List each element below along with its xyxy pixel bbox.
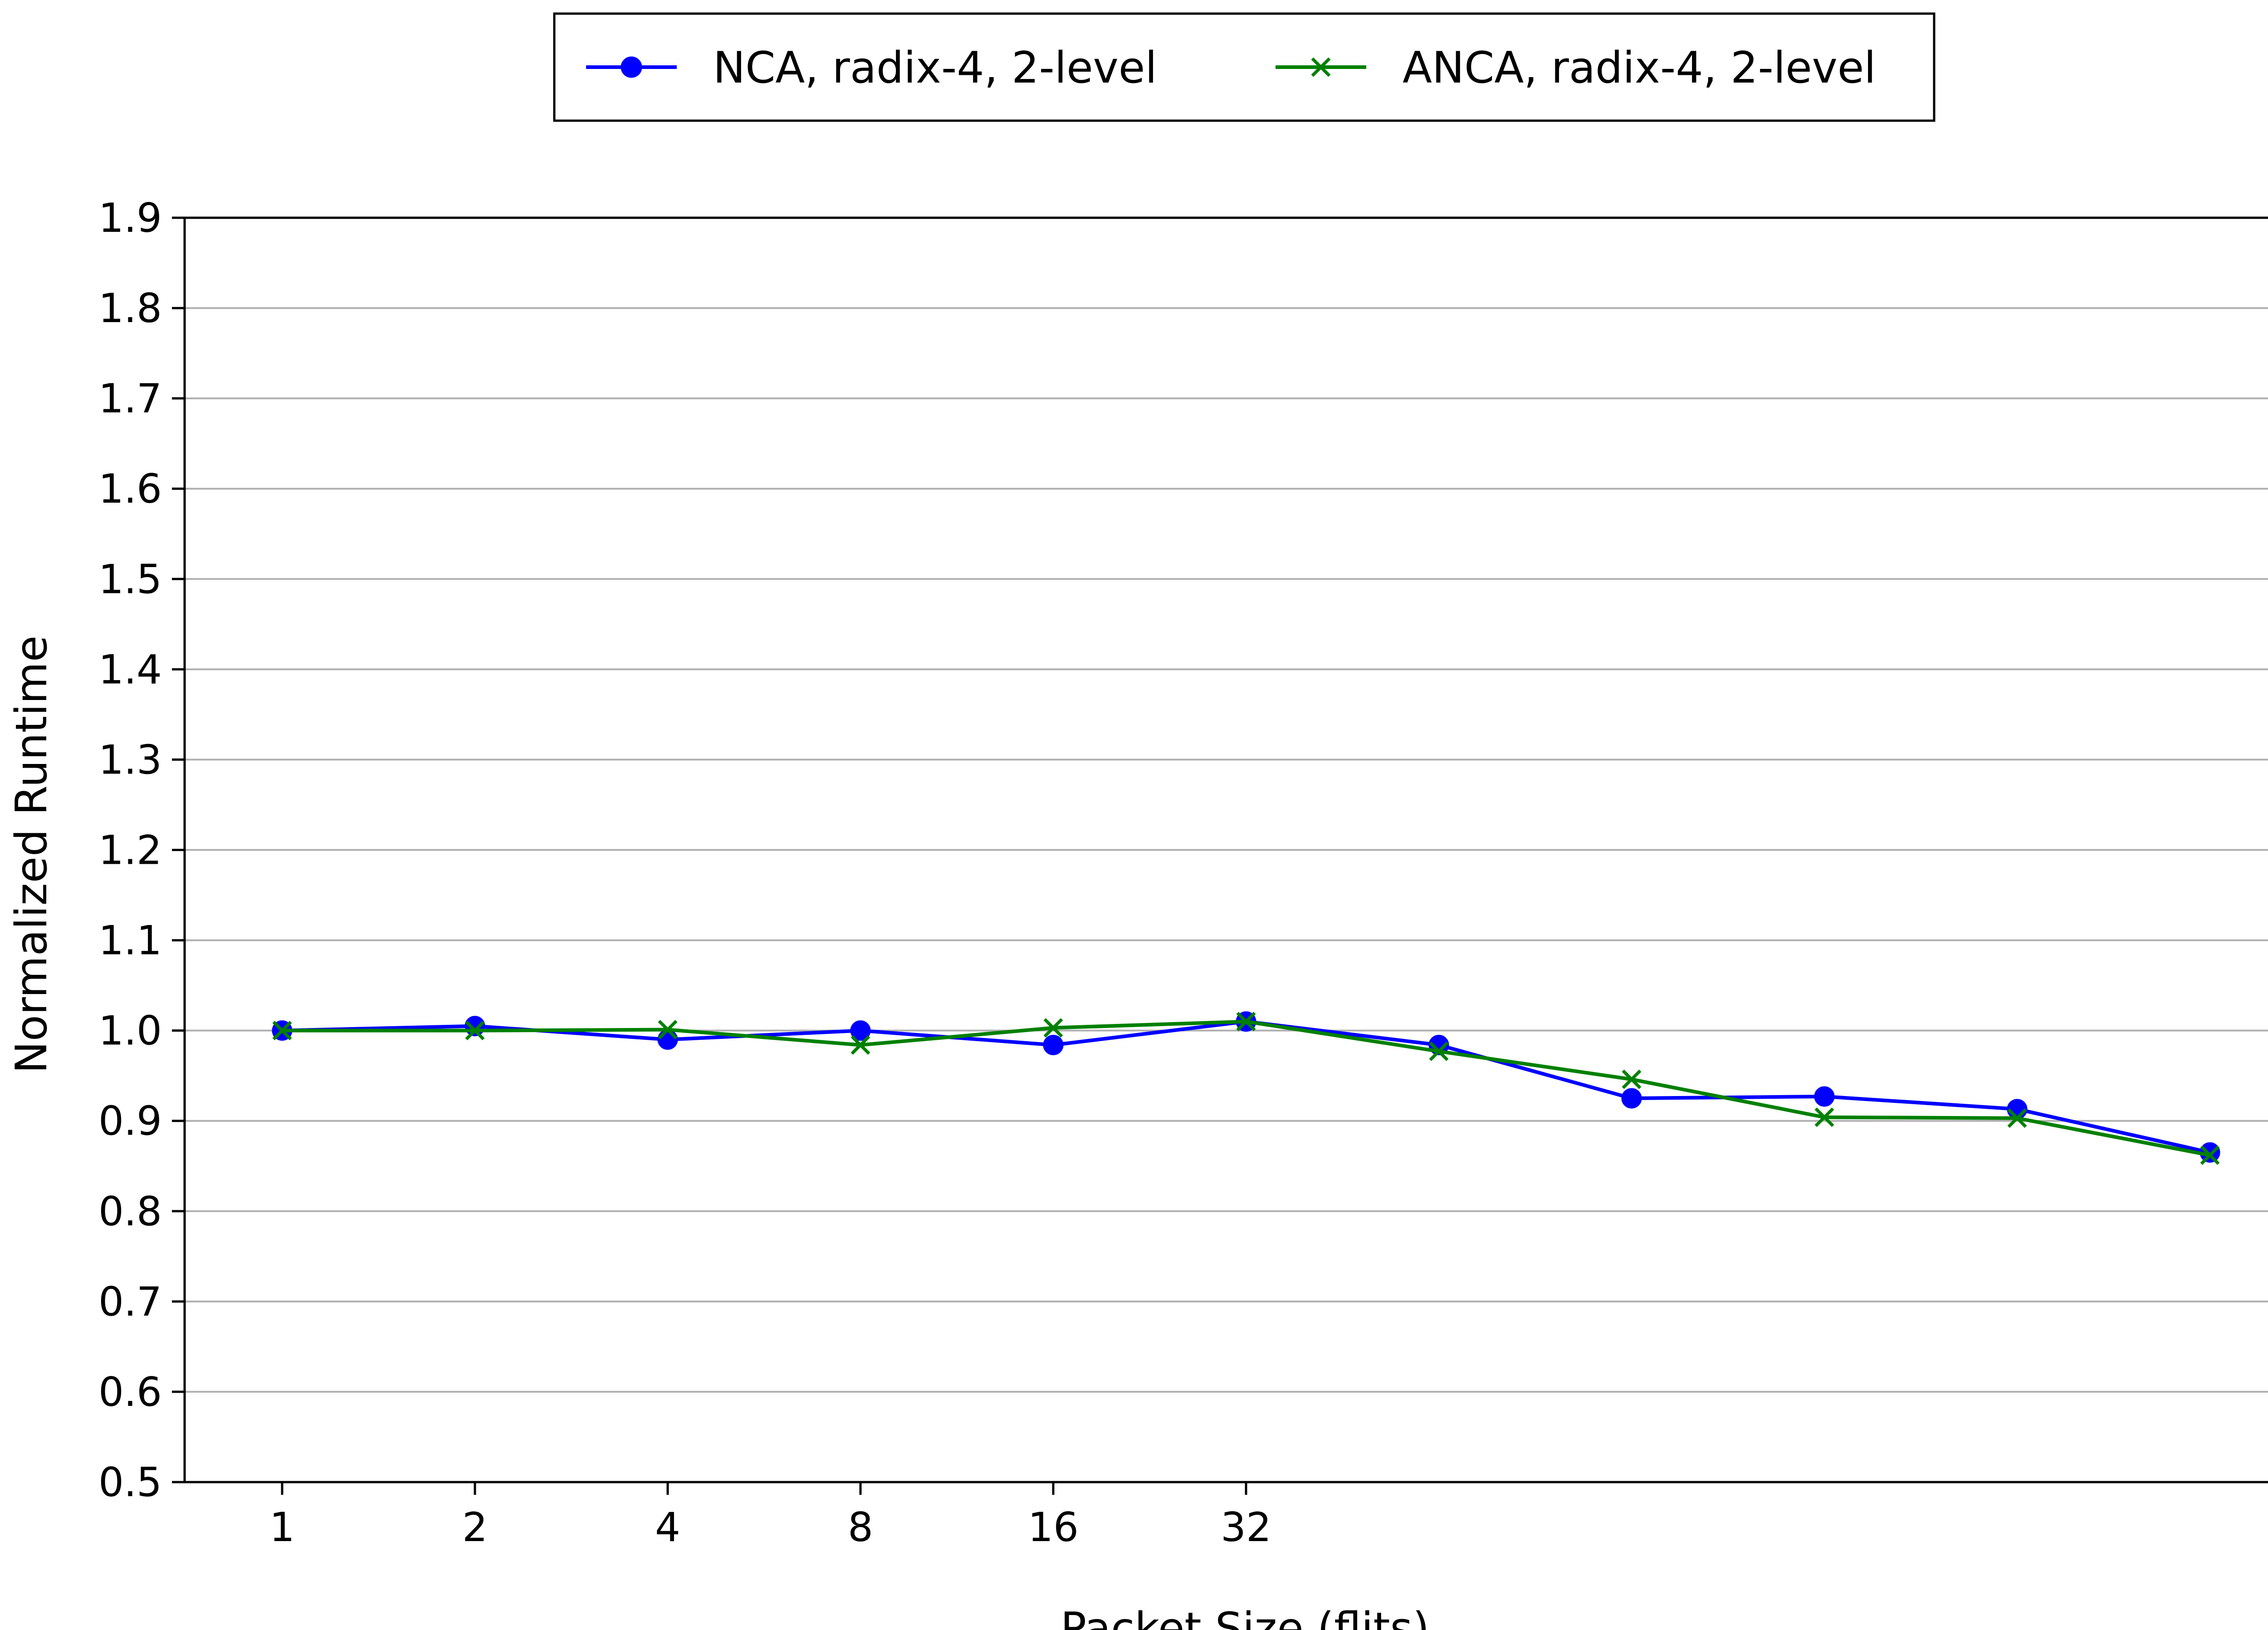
series-line [282, 1019, 2210, 1157]
legend-item-1: NCA, radix-4, 2-level [586, 43, 1157, 93]
x-tick-label: 4 [655, 1504, 680, 1551]
y-tick-label: 0.7 [98, 1278, 162, 1325]
y-tick-label: 1.6 [98, 465, 162, 512]
data-point [1429, 1041, 1449, 1061]
y-tick-label: 1.9 [98, 195, 162, 241]
y-tick-label: 1.5 [98, 556, 162, 602]
legend-box [553, 12, 1936, 122]
data-point [1236, 1012, 1256, 1032]
data-point [658, 1020, 678, 1040]
series-line [282, 1019, 2210, 1155]
x-axis-label: Packet Size (flits) [1061, 1604, 1429, 1630]
data-point [1814, 1086, 1835, 1107]
data-point [1311, 57, 1331, 77]
legend-label: NCA, radix-4, 2-level [713, 43, 1157, 93]
data-point [465, 1021, 485, 1041]
y-tick-label: 0.8 [98, 1188, 162, 1235]
data-point [1814, 1107, 1834, 1127]
data-point [272, 1021, 292, 1041]
x-tick-label: 32 [1221, 1504, 1271, 1551]
y-tick-label: 1.8 [98, 285, 162, 332]
y-tick-label: 1.7 [98, 375, 162, 422]
grid-lines [185, 307, 2268, 1393]
data-point [2007, 1108, 2027, 1128]
x-tick-label: 1 [269, 1504, 295, 1551]
legend-item-2: ANCA, radix-4, 2-level [1276, 43, 1876, 93]
data-point [621, 56, 642, 78]
y-axis-label: Normalized Runtime [7, 636, 57, 1074]
x-tick-label: 8 [848, 1504, 873, 1551]
series-layer [272, 1011, 2220, 1165]
data-point [2007, 1099, 2028, 1120]
y-tick-label: 1.3 [98, 736, 162, 783]
x-axis: 1 2 4 8 16 32 [269, 1482, 1271, 1551]
data-point [657, 1029, 678, 1050]
y-tick-label: 1.1 [98, 917, 162, 964]
y-tick-label: 0.5 [98, 1459, 162, 1506]
y-axis: 0.5 0.6 0.7 0.8 0.9 1.0 1.1 1.2 1.3 1.4 1.5 1.6 1.7 1… [98, 195, 185, 1506]
data-point [2200, 1145, 2220, 1165]
y-tick-label: 1.0 [98, 1008, 162, 1054]
y-tick-label: 1.2 [98, 827, 162, 874]
x-tick-label: 2 [462, 1504, 488, 1551]
data-point [850, 1035, 870, 1055]
legend-label: ANCA, radix-4, 2-level [1403, 43, 1876, 93]
data-point [1621, 1088, 1642, 1109]
series-1 [272, 1011, 2220, 1163]
data-point [1043, 1018, 1063, 1038]
y-tick-label: 1.4 [98, 646, 162, 693]
y-tick-label: 0.9 [98, 1098, 162, 1145]
data-point [1622, 1069, 1642, 1089]
series-2 [272, 1012, 2220, 1165]
y-tick-label: 0.6 [98, 1369, 162, 1415]
x-tick-label: 16 [1028, 1504, 1079, 1551]
legend: NCA, radix-4, 2-level ANCA, radix-4, 2-le… [553, 12, 1936, 122]
data-point [1043, 1034, 1064, 1055]
data-point [850, 1020, 871, 1041]
